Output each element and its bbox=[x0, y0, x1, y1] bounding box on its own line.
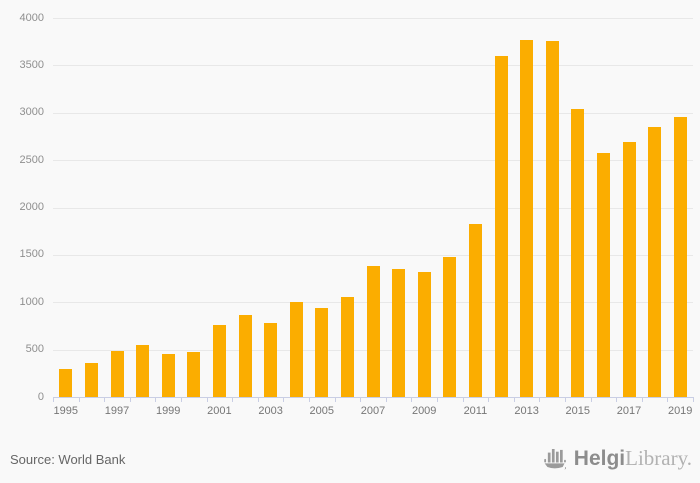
x-tick-mark bbox=[667, 397, 669, 402]
brand-name: HelgiLibrary. bbox=[574, 446, 692, 471]
bar-2003 bbox=[264, 322, 278, 397]
x-tick-mark bbox=[437, 397, 438, 402]
bar-2008 bbox=[392, 268, 406, 397]
gridline-y-3000 bbox=[53, 112, 693, 114]
x-axis-line bbox=[53, 397, 693, 398]
bar-2004 bbox=[289, 302, 303, 397]
x-tick-mark bbox=[693, 397, 694, 402]
x-tick-mark bbox=[616, 397, 618, 402]
bar-2005 bbox=[315, 308, 329, 397]
x-tick-label-2019: 2019 bbox=[667, 405, 693, 417]
x-tick-label-2013: 2013 bbox=[514, 405, 539, 417]
bar-2011 bbox=[468, 224, 482, 397]
brand-name-light: Library. bbox=[625, 445, 692, 470]
bar-2010 bbox=[443, 256, 457, 397]
bar-1998 bbox=[136, 345, 150, 397]
bar-2002 bbox=[238, 315, 252, 397]
bar-2019 bbox=[673, 117, 687, 397]
x-tick-mark bbox=[232, 397, 234, 402]
gridline-y-3500 bbox=[53, 65, 693, 67]
gridline-y-4000 bbox=[53, 18, 693, 19]
helgi-ship-icon bbox=[544, 449, 566, 470]
y-tick-label-3000: 3000 bbox=[19, 106, 44, 119]
x-tick-mark bbox=[129, 397, 131, 402]
x-tick-mark bbox=[257, 397, 259, 402]
bar-1996 bbox=[84, 363, 98, 397]
y-tick-label-500: 500 bbox=[25, 343, 44, 356]
bar-2016 bbox=[596, 152, 610, 397]
gridline-y-2000 bbox=[53, 207, 693, 209]
source-label: Source: World Bank bbox=[10, 452, 126, 467]
x-tick-label-1999: 1999 bbox=[155, 405, 181, 417]
x-tick-mark bbox=[360, 397, 362, 402]
x-tick-label-2017: 2017 bbox=[616, 405, 642, 417]
x-tick-mark bbox=[104, 397, 106, 402]
bar-2013 bbox=[520, 39, 534, 397]
y-tick-label-3500: 3500 bbox=[19, 58, 44, 71]
y-tick-label-2500: 2500 bbox=[19, 153, 44, 166]
x-tick-mark bbox=[155, 397, 157, 402]
x-tick-mark bbox=[181, 397, 182, 402]
x-tick-mark bbox=[78, 397, 80, 402]
chart-footer: Source: World Bank HelgiLibrary. bbox=[0, 440, 700, 483]
x-tick-mark bbox=[590, 397, 592, 402]
helgilibrary-logo[interactable]: HelgiLibrary. bbox=[542, 444, 692, 472]
x-tick-label-2015: 2015 bbox=[565, 405, 591, 417]
x-tick-label-2011: 2011 bbox=[463, 405, 488, 417]
bar-2017 bbox=[622, 142, 636, 397]
x-tick-mark bbox=[513, 397, 515, 402]
x-tick-label-1995: 1995 bbox=[53, 405, 79, 417]
bar-chart-plot-area: 1995 1997 1999 2001 2003 2005 2007 2009 2011 2013… bbox=[53, 18, 694, 417]
x-tick-mark bbox=[411, 397, 413, 402]
bar-2018 bbox=[648, 126, 662, 397]
y-tick-label-2000: 2000 bbox=[19, 201, 44, 213]
x-tick-label-2009: 2009 bbox=[411, 405, 437, 417]
bar-2014 bbox=[545, 41, 559, 397]
x-tick-mark bbox=[539, 397, 541, 402]
x-tick-label-2005: 2005 bbox=[309, 405, 335, 417]
bar-2001 bbox=[212, 324, 226, 397]
y-tick-label-1500: 1500 bbox=[19, 248, 44, 261]
bar-2007 bbox=[366, 265, 380, 397]
x-tick-mark bbox=[462, 397, 464, 402]
x-tick-mark bbox=[641, 397, 643, 402]
x-tick-mark bbox=[309, 397, 310, 402]
bar-1995 bbox=[59, 368, 73, 397]
bar-2006 bbox=[340, 296, 354, 397]
x-tick-mark bbox=[488, 397, 490, 402]
bar-2009 bbox=[417, 272, 431, 397]
y-tick-label-0: 0 bbox=[37, 390, 44, 403]
x-tick-label-1997: 1997 bbox=[104, 405, 130, 417]
bar-2015 bbox=[571, 108, 585, 397]
x-tick-label-2007: 2007 bbox=[360, 405, 386, 417]
brand-name-bold: Helgi bbox=[573, 446, 626, 470]
gridline-y-2500 bbox=[53, 160, 693, 162]
y-tick-label-4000: 4000 bbox=[19, 11, 44, 24]
x-tick-label-2003: 2003 bbox=[258, 405, 283, 417]
x-tick-mark bbox=[283, 397, 285, 402]
bar-1999 bbox=[161, 354, 175, 397]
bar-2000 bbox=[187, 352, 201, 397]
x-tick-mark bbox=[206, 397, 208, 402]
x-tick-mark bbox=[53, 397, 54, 402]
gridline-y-1500 bbox=[53, 254, 693, 256]
x-tick-label-2001: 2001 bbox=[207, 405, 232, 417]
bar-1997 bbox=[110, 351, 124, 397]
bar-2012 bbox=[494, 55, 508, 397]
x-tick-mark bbox=[385, 397, 387, 402]
x-tick-mark bbox=[334, 397, 336, 402]
y-tick-label-1000: 1000 bbox=[19, 295, 44, 308]
x-tick-mark bbox=[565, 397, 566, 402]
